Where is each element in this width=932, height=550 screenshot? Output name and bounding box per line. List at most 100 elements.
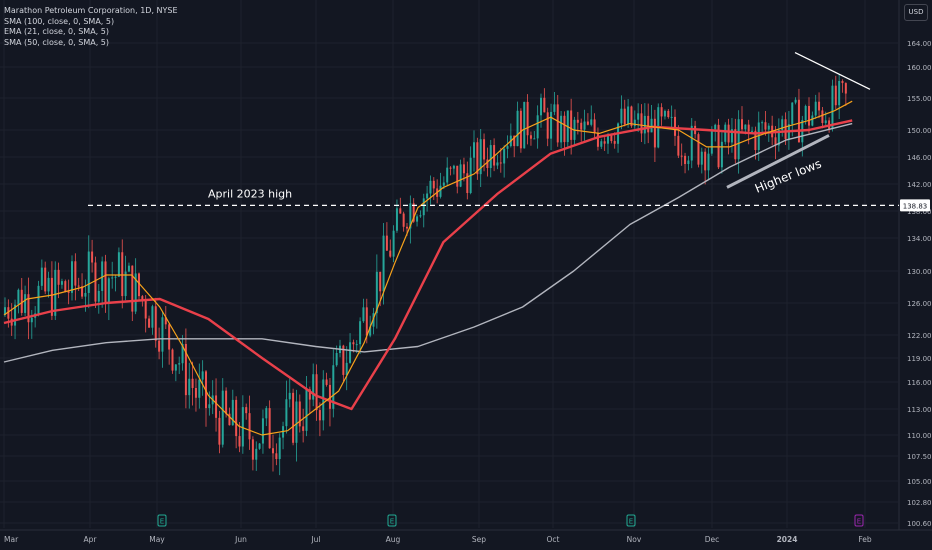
candle-body — [590, 119, 593, 125]
candle-body — [67, 291, 70, 293]
candle-body — [419, 215, 422, 217]
candle-body — [774, 137, 777, 146]
candle-body — [101, 261, 104, 291]
candle-body — [767, 125, 770, 130]
x-tick-label: Aug — [386, 535, 401, 544]
candle-body — [821, 110, 824, 124]
candle-body — [476, 142, 479, 175]
candle-body — [111, 277, 114, 279]
candle-body — [697, 134, 700, 165]
y-tick-label: 146.00 — [907, 154, 932, 162]
x-tick-label: Nov — [627, 535, 642, 544]
candle-body — [389, 250, 392, 257]
candle-body — [503, 148, 506, 164]
candle-body — [717, 124, 720, 168]
candle-body — [64, 281, 67, 292]
candle-body — [385, 235, 388, 251]
candle-body — [154, 306, 157, 341]
earnings-marker-icon[interactable] — [854, 514, 864, 527]
candle-body — [312, 374, 315, 400]
candle-body — [399, 208, 402, 214]
candle-body — [87, 251, 90, 293]
candle-body — [442, 182, 445, 186]
candle-body — [730, 129, 733, 143]
candle-body — [4, 307, 6, 315]
candle-body — [14, 304, 17, 326]
candle-body — [680, 155, 683, 157]
candle-body — [633, 119, 636, 127]
candle-body — [191, 378, 194, 388]
candle-body — [660, 107, 663, 117]
candle-body — [653, 118, 656, 148]
sma50-line[interactable] — [3, 119, 853, 411]
candle-body — [540, 97, 542, 116]
candle-body — [124, 271, 127, 297]
candle-body — [513, 135, 516, 147]
candle-body — [764, 122, 767, 130]
candle-body — [261, 418, 264, 444]
candle-body — [325, 379, 328, 385]
price-axis[interactable] — [899, 0, 932, 550]
y-tick-label: 110.00 — [907, 432, 932, 440]
candle-body — [412, 203, 415, 222]
candle-body — [814, 101, 817, 116]
candle-body — [593, 119, 596, 133]
candle-body — [710, 129, 713, 154]
candle-body — [365, 307, 368, 336]
candle-body — [526, 101, 529, 136]
candle-body — [107, 278, 110, 303]
higher-lows-trendline[interactable] — [726, 134, 830, 189]
sma100-line[interactable] — [3, 122, 853, 363]
earnings-marker-label: E — [629, 518, 633, 526]
candle-body — [161, 317, 164, 352]
candle-body — [533, 138, 536, 140]
candle-body — [667, 110, 670, 118]
candle-body — [620, 108, 623, 124]
candle-body — [57, 269, 60, 285]
legend-sma50[interactable]: SMA (50, close, 0, SMA, 5) — [4, 37, 109, 47]
candle-body — [456, 165, 459, 187]
candle-body — [198, 379, 201, 398]
x-tick-label: Oct — [547, 535, 560, 544]
y-tick-label: 102.80 — [907, 499, 932, 507]
candle-body — [208, 404, 211, 409]
candle-body — [27, 294, 30, 323]
candle-body — [650, 118, 653, 133]
y-tick-label: 150.00 — [907, 127, 932, 135]
candle-body — [536, 115, 539, 139]
legend-ema21[interactable]: EMA (21, close, 0, SMA, 5) — [4, 27, 109, 36]
candle-body — [141, 296, 144, 301]
x-tick-label: Sep — [472, 535, 486, 544]
y-tick-label: 119.00 — [907, 355, 932, 363]
candle-body — [151, 306, 154, 328]
candle-body — [194, 387, 197, 398]
candle-body — [362, 307, 365, 322]
candle-body — [121, 252, 124, 297]
candle-body — [138, 273, 140, 297]
ema21-line[interactable] — [3, 100, 853, 436]
candle-body — [446, 167, 449, 183]
resistance-trendline[interactable] — [794, 52, 871, 90]
candle-body — [808, 105, 810, 126]
candle-body — [77, 285, 80, 287]
candle-body — [231, 399, 234, 426]
candle-body — [94, 262, 97, 302]
candle-body — [54, 269, 57, 316]
candle-body — [462, 164, 465, 174]
legend-symbol[interactable]: Marathon Petroleum Corporation, 1D, NYSE — [4, 6, 178, 15]
candle-body — [643, 115, 646, 134]
legend-sma100[interactable]: SMA (100, close, 0, SMA, 5) — [4, 16, 115, 26]
candle-body — [640, 113, 643, 134]
candle-body — [479, 139, 482, 175]
earnings-marker-icon[interactable] — [626, 514, 636, 527]
currency-button[interactable]: USD — [904, 4, 928, 21]
earnings-marker-icon[interactable] — [387, 514, 397, 527]
candle-body — [583, 121, 586, 130]
candle-body — [838, 80, 841, 106]
candle-body — [834, 85, 837, 106]
earnings-marker-icon[interactable] — [157, 514, 167, 527]
x-tick-label: Jul — [310, 535, 320, 544]
candle-body — [225, 390, 228, 414]
